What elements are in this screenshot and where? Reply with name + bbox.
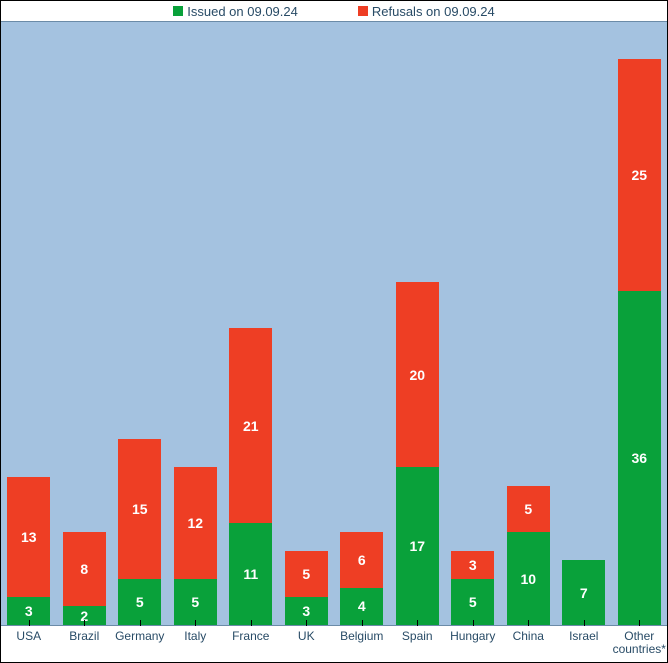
legend-item-issued: Issued on 09.09.24 (173, 4, 298, 19)
bar-stack: 82 (63, 532, 106, 625)
bar-stack: 2017 (396, 282, 439, 625)
bar-segment-refusals: 25 (618, 59, 661, 291)
bar-stack: 133 (7, 477, 50, 625)
bar-segment-refusals: 12 (174, 467, 217, 578)
bar-segment-issued: 5 (118, 579, 161, 625)
bar-segment-refusals: 5 (507, 486, 550, 532)
legend-label-issued: Issued on 09.09.24 (187, 4, 298, 19)
bar-slot: 64 (334, 22, 390, 625)
bar-segment-refusals: 13 (7, 477, 50, 598)
bar-slot: 82 (57, 22, 113, 625)
legend-swatch-refusals (358, 6, 368, 16)
bar-slot: 155 (112, 22, 168, 625)
bar-segment-issued: 17 (396, 467, 439, 625)
legend-item-refusals: Refusals on 09.09.24 (358, 4, 495, 19)
bar-slot: 133 (1, 22, 57, 625)
x-tick: USA (1, 626, 57, 662)
bar-stack: 125 (174, 467, 217, 625)
x-tick: UK (279, 626, 335, 662)
bar-segment-refusals: 21 (229, 328, 272, 523)
bar-segment-refusals: 5 (285, 551, 328, 597)
bar-segment-refusals: 3 (451, 551, 494, 579)
bar-stack: 7 (562, 560, 605, 625)
chart-container: Issued on 09.09.24 Refusals on 09.09.24 … (0, 0, 668, 663)
bar-slot: 510 (501, 22, 557, 625)
x-tick: Germany (112, 626, 168, 662)
bar-stack: 35 (451, 551, 494, 625)
bar-stack: 2111 (229, 328, 272, 625)
bar-segment-issued: 36 (618, 291, 661, 625)
legend: Issued on 09.09.24 Refusals on 09.09.24 (1, 1, 667, 21)
bar-slot: 2017 (390, 22, 446, 625)
legend-label-refusals: Refusals on 09.09.24 (372, 4, 495, 19)
x-tick: China (501, 626, 557, 662)
x-tick: Other countries* (612, 626, 668, 662)
x-tick: France (223, 626, 279, 662)
bar-stack: 2536 (618, 59, 661, 625)
x-tick: Israel (556, 626, 612, 662)
bar-segment-refusals: 15 (118, 439, 161, 578)
x-tick: Spain (390, 626, 446, 662)
bar-segment-issued: 5 (174, 579, 217, 625)
bar-slot: 2536 (612, 22, 668, 625)
legend-swatch-issued (173, 6, 183, 16)
bar-segment-refusals: 20 (396, 282, 439, 468)
bar-segment-refusals: 8 (63, 532, 106, 606)
x-tick: Belgium (334, 626, 390, 662)
bar-stack: 155 (118, 439, 161, 625)
bar-stack: 53 (285, 551, 328, 625)
x-tick: Italy (168, 626, 224, 662)
x-tick: Hungary (445, 626, 501, 662)
bar-slot: 2111 (223, 22, 279, 625)
bar-stack: 510 (507, 486, 550, 625)
bar-stack: 64 (340, 532, 383, 625)
x-tick: Brazil (57, 626, 113, 662)
x-axis: USABrazilGermanyItalyFranceUKBelgiumSpai… (1, 626, 667, 662)
bar-slot: 35 (445, 22, 501, 625)
bar-segment-refusals: 6 (340, 532, 383, 588)
bar-slot: 7 (556, 22, 612, 625)
bar-segment-issued: 5 (451, 579, 494, 625)
bar-slot: 125 (168, 22, 224, 625)
plot-area: 133821551252111536420173551072536 (1, 21, 667, 626)
bar-segment-issued: 11 (229, 523, 272, 625)
bar-segment-issued: 10 (507, 532, 550, 625)
bar-segment-issued: 7 (562, 560, 605, 625)
bar-slot: 53 (279, 22, 335, 625)
